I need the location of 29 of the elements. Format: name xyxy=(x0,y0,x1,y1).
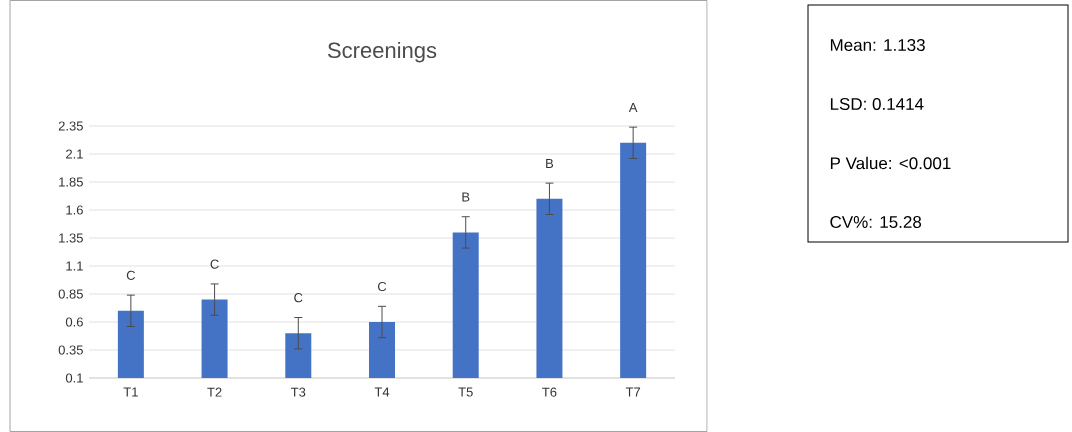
annotation: B xyxy=(546,158,554,168)
y-tick-label: 0.85 xyxy=(58,289,83,299)
x-tick-label: T1 xyxy=(123,387,138,397)
y-tick-label: 2.1 xyxy=(66,149,83,159)
y-tick-label: 1.85 xyxy=(59,177,83,187)
y-tick-label: 0.1 xyxy=(65,373,83,383)
text: LSD: 0.1414 xyxy=(830,97,924,111)
annotation: A xyxy=(628,102,638,112)
y-tick-label: 1.6 xyxy=(66,205,83,215)
x-tick-label: T6 xyxy=(542,387,557,397)
x-tick-label: T4 xyxy=(374,387,390,397)
x-tick-label: T5 xyxy=(458,387,473,397)
y-tick-label: 1.35 xyxy=(59,233,83,243)
y-tick-label: 0.6 xyxy=(65,317,83,327)
text: CV%: 15.28 xyxy=(830,215,922,229)
x-tick-label: T7 xyxy=(625,387,641,397)
annotation: C xyxy=(126,270,136,280)
annotation: C xyxy=(210,259,219,269)
y-tick-label: 2.35 xyxy=(58,121,83,131)
y-tick-label: 1.1 xyxy=(66,261,83,271)
x-tick-label: T3 xyxy=(291,387,306,397)
annotation: C xyxy=(377,281,387,292)
x-tick-label: T2 xyxy=(207,387,222,397)
annotation: B xyxy=(462,192,470,202)
text: Mean: 1.133 xyxy=(830,38,925,52)
chart-title: Screenings xyxy=(327,41,437,63)
annotation: C xyxy=(294,293,303,303)
y-tick-label: 0.35 xyxy=(58,345,83,355)
text: P Value: <0.001 xyxy=(830,156,951,170)
